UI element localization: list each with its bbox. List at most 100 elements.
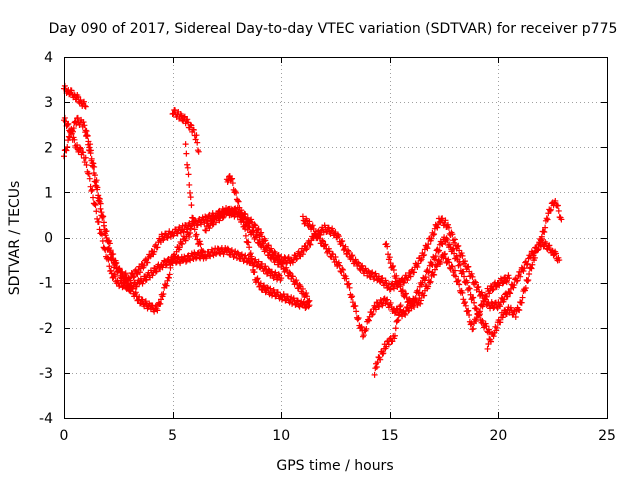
data-point xyxy=(541,229,548,236)
data-point xyxy=(384,296,391,303)
data-point xyxy=(507,290,514,297)
data-point xyxy=(186,181,193,188)
data-point xyxy=(404,277,411,284)
data-point xyxy=(234,197,241,204)
data-point xyxy=(122,270,129,277)
data-point xyxy=(471,299,478,306)
data-point xyxy=(299,213,306,220)
data-point xyxy=(254,226,261,233)
data-point xyxy=(209,221,216,228)
data-point xyxy=(184,116,191,123)
data-point xyxy=(304,245,311,252)
data-point xyxy=(315,232,322,239)
series-sat-b xyxy=(61,114,285,294)
data-point xyxy=(411,303,418,310)
data-point xyxy=(405,307,412,314)
series-sat-a xyxy=(61,82,89,110)
data-point xyxy=(186,229,193,236)
x-axis-label: GPS time / hours xyxy=(276,458,393,474)
data-point xyxy=(89,162,96,169)
y-tick-label: 3 xyxy=(44,95,53,111)
data-point xyxy=(425,241,432,248)
x-tick-label: 25 xyxy=(598,428,616,444)
data-point xyxy=(339,237,346,244)
data-point xyxy=(472,278,479,285)
data-point xyxy=(552,250,559,257)
data-point xyxy=(299,251,306,258)
data-point xyxy=(82,154,89,161)
data-point xyxy=(96,226,103,233)
series-sat-l xyxy=(484,197,565,352)
data-point xyxy=(230,253,237,260)
data-point xyxy=(164,234,171,241)
data-point xyxy=(190,215,197,222)
data-point xyxy=(248,216,255,223)
data-point xyxy=(343,275,350,282)
data-point xyxy=(445,221,452,228)
data-point xyxy=(213,219,220,226)
data-point xyxy=(535,246,542,253)
data-point xyxy=(390,263,397,270)
data-point xyxy=(147,253,154,260)
data-point xyxy=(511,281,518,288)
data-point xyxy=(483,293,490,300)
data-point xyxy=(484,345,491,352)
data-point xyxy=(198,221,205,228)
data-point xyxy=(306,302,313,309)
data-point xyxy=(269,268,276,275)
data-point xyxy=(77,145,84,152)
data-point xyxy=(141,262,148,269)
data-point xyxy=(363,325,370,332)
data-point xyxy=(497,319,504,326)
data-point xyxy=(352,302,359,309)
data-point xyxy=(302,305,309,311)
data-point xyxy=(92,202,99,209)
data-point xyxy=(167,264,174,271)
data-point xyxy=(289,273,296,280)
data-point xyxy=(399,288,406,295)
data-point xyxy=(344,281,351,288)
data-point xyxy=(336,262,343,269)
data-point xyxy=(245,239,252,246)
data-point xyxy=(421,251,428,258)
data-point xyxy=(185,171,192,178)
data-point xyxy=(93,182,100,189)
data-point xyxy=(216,217,223,224)
data-point xyxy=(526,270,533,277)
data-point xyxy=(456,281,463,288)
data-point xyxy=(81,102,88,109)
data-point xyxy=(459,252,466,259)
data-point xyxy=(496,282,503,289)
data-point xyxy=(446,241,453,248)
data-point xyxy=(441,250,448,257)
data-point xyxy=(365,267,372,274)
data-point xyxy=(448,263,455,270)
data-point xyxy=(528,265,535,272)
data-point xyxy=(321,242,328,249)
data-point xyxy=(472,305,479,312)
data-point xyxy=(152,268,159,275)
data-point xyxy=(490,285,497,292)
data-point xyxy=(406,295,413,302)
data-point xyxy=(402,290,409,297)
data-point xyxy=(229,180,236,187)
data-point xyxy=(538,233,545,240)
data-point xyxy=(431,271,438,278)
data-point xyxy=(489,287,496,294)
data-point xyxy=(172,107,179,114)
data-point xyxy=(242,252,249,259)
data-point xyxy=(434,224,441,231)
data-point xyxy=(453,253,460,260)
data-point xyxy=(493,327,500,334)
data-point xyxy=(264,284,271,291)
data-point xyxy=(467,291,474,298)
data-point xyxy=(207,253,214,260)
data-point xyxy=(534,247,541,254)
data-point xyxy=(187,194,194,201)
data-point xyxy=(517,273,524,280)
data-point xyxy=(418,256,425,263)
data-point xyxy=(427,278,434,285)
data-point xyxy=(305,303,312,310)
data-point xyxy=(95,218,102,225)
data-point xyxy=(289,259,296,266)
